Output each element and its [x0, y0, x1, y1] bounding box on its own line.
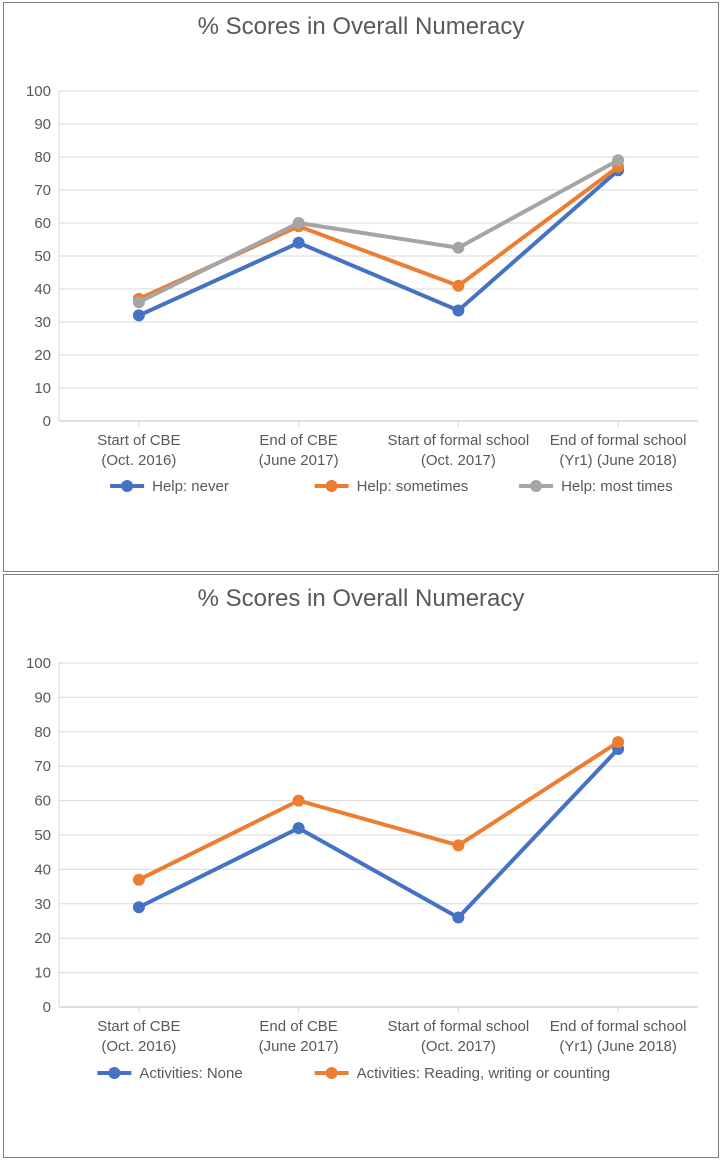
svg-text:(Yr1) (June 2018): (Yr1) (June 2018)	[559, 1038, 677, 1055]
svg-text:40: 40	[34, 281, 51, 298]
svg-text:(Oct. 2017): (Oct. 2017)	[421, 452, 496, 469]
svg-text:Start of formal school: Start of formal school	[388, 1018, 530, 1035]
chart-svg-bottom: 0 10 20 30 40 50 60 70 80 90 100 Start of CBE (Oct. …	[4, 613, 718, 1157]
chart-panel-top: % Scores in Overall Numeracy 0 10 20 30 40 50…	[3, 2, 719, 572]
svg-text:0: 0	[43, 999, 51, 1016]
svg-text:Help: sometimes: Help: sometimes	[357, 478, 469, 495]
svg-text:(June 2017): (June 2017)	[259, 1038, 339, 1055]
svg-text:20: 20	[34, 347, 51, 364]
svg-text:100: 100	[26, 655, 51, 672]
chart-title-top: % Scores in Overall Numeracy	[4, 3, 718, 41]
svg-text:40: 40	[34, 861, 51, 878]
svg-text:0: 0	[43, 413, 51, 430]
svg-text:(Oct. 2017): (Oct. 2017)	[421, 1038, 496, 1055]
svg-text:Start of formal school: Start of formal school	[388, 432, 530, 449]
figure-container: % Scores in Overall Numeracy 0 10 20 30 40 50…	[0, 2, 722, 1158]
svg-text:60: 60	[34, 215, 51, 232]
svg-text:50: 50	[34, 827, 51, 844]
svg-text:End of CBE: End of CBE	[259, 432, 337, 449]
svg-text:End of formal school: End of formal school	[550, 432, 687, 449]
svg-text:30: 30	[34, 896, 51, 913]
chart-svg-top: 0 10 20 30 40 50 60 70 80 90 100 Start of CBE (Oct. …	[4, 41, 718, 571]
svg-text:Help: never: Help: never	[152, 478, 229, 495]
chart-panel-bottom: % Scores in Overall Numeracy 0 10 20 30 40 50…	[3, 574, 719, 1158]
svg-text:80: 80	[34, 724, 51, 741]
svg-text:Activities: Reading, writing o: Activities: Reading, writing or counting	[357, 1065, 610, 1082]
svg-text:Help: most times: Help: most times	[561, 478, 673, 495]
svg-text:(Oct. 2016): (Oct. 2016)	[101, 452, 176, 469]
svg-text:(Yr1) (June 2018): (Yr1) (June 2018)	[559, 452, 677, 469]
svg-text:End of formal school: End of formal school	[550, 1018, 687, 1035]
svg-text:70: 70	[34, 182, 51, 199]
svg-text:Start of CBE: Start of CBE	[97, 1018, 180, 1035]
svg-text:50: 50	[34, 248, 51, 265]
svg-text:90: 90	[34, 689, 51, 706]
svg-text:Start of CBE: Start of CBE	[97, 432, 180, 449]
svg-text:10: 10	[34, 380, 51, 397]
svg-text:60: 60	[34, 793, 51, 810]
svg-text:End of CBE: End of CBE	[259, 1018, 337, 1035]
svg-text:(Oct. 2016): (Oct. 2016)	[101, 1038, 176, 1055]
svg-text:20: 20	[34, 930, 51, 947]
svg-text:100: 100	[26, 83, 51, 100]
chart-title-bottom: % Scores in Overall Numeracy	[4, 575, 718, 613]
svg-text:30: 30	[34, 314, 51, 331]
svg-text:(June 2017): (June 2017)	[259, 452, 339, 469]
svg-text:90: 90	[34, 116, 51, 133]
svg-text:80: 80	[34, 149, 51, 166]
svg-text:70: 70	[34, 758, 51, 775]
svg-text:10: 10	[34, 965, 51, 982]
svg-text:Activities: None: Activities: None	[139, 1065, 242, 1082]
